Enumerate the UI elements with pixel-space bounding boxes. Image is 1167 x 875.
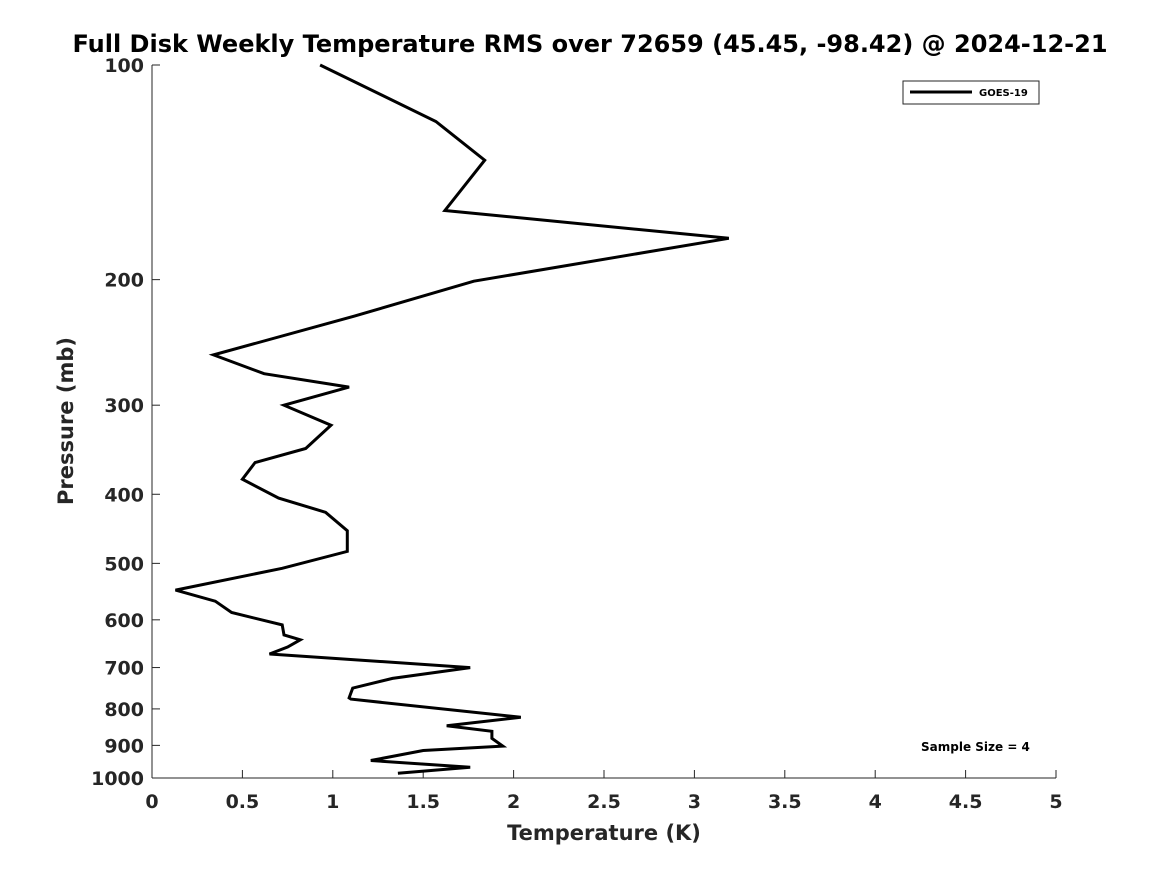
legend: GOES-19 xyxy=(902,80,1040,105)
y-axis-label: Pressure (mb) xyxy=(54,337,78,505)
y-tick-label: 500 xyxy=(104,553,144,575)
series-line-goes-19 xyxy=(175,63,730,775)
y-tick-label: 1000 xyxy=(91,768,144,790)
x-tick-label: 1.5 xyxy=(406,791,440,813)
y-ticks: 100 200 300 400 500 600 700 800 900 1000 xyxy=(91,55,160,790)
y-tick-label: 800 xyxy=(104,699,144,721)
sample-size-annotation: Sample Size = 4 xyxy=(921,740,1030,754)
y-tick-label: 700 xyxy=(104,658,144,680)
x-tick-label: 1 xyxy=(326,791,339,813)
x-axis-label: Temperature (K) xyxy=(507,821,701,845)
y-tick-label: 600 xyxy=(104,610,144,632)
x-tick-label: 2 xyxy=(507,791,520,813)
y-tick-label: 900 xyxy=(104,735,144,757)
x-ticks: 0 0.5 1 1.5 2 2.5 3 3.5 4 4.5 5 xyxy=(145,770,1063,813)
x-tick-label: 5 xyxy=(1049,791,1062,813)
series-group xyxy=(175,63,730,775)
legend-label-goes-19: GOES-19 xyxy=(979,88,1028,99)
y-tick-label: 100 xyxy=(104,55,144,77)
x-tick-label: 3 xyxy=(688,791,701,813)
chart-title: Full Disk Weekly Temperature RMS over 72… xyxy=(72,30,1107,58)
x-tick-label: 2.5 xyxy=(587,791,621,813)
x-tick-label: 0.5 xyxy=(226,791,260,813)
x-tick-label: 4 xyxy=(869,791,882,813)
y-tick-label: 400 xyxy=(104,484,144,506)
x-tick-label: 0 xyxy=(145,791,158,813)
x-tick-label: 3.5 xyxy=(768,791,802,813)
y-tick-label: 200 xyxy=(104,270,144,292)
y-tick-label: 300 xyxy=(104,395,144,417)
x-tick-label: 4.5 xyxy=(949,791,983,813)
